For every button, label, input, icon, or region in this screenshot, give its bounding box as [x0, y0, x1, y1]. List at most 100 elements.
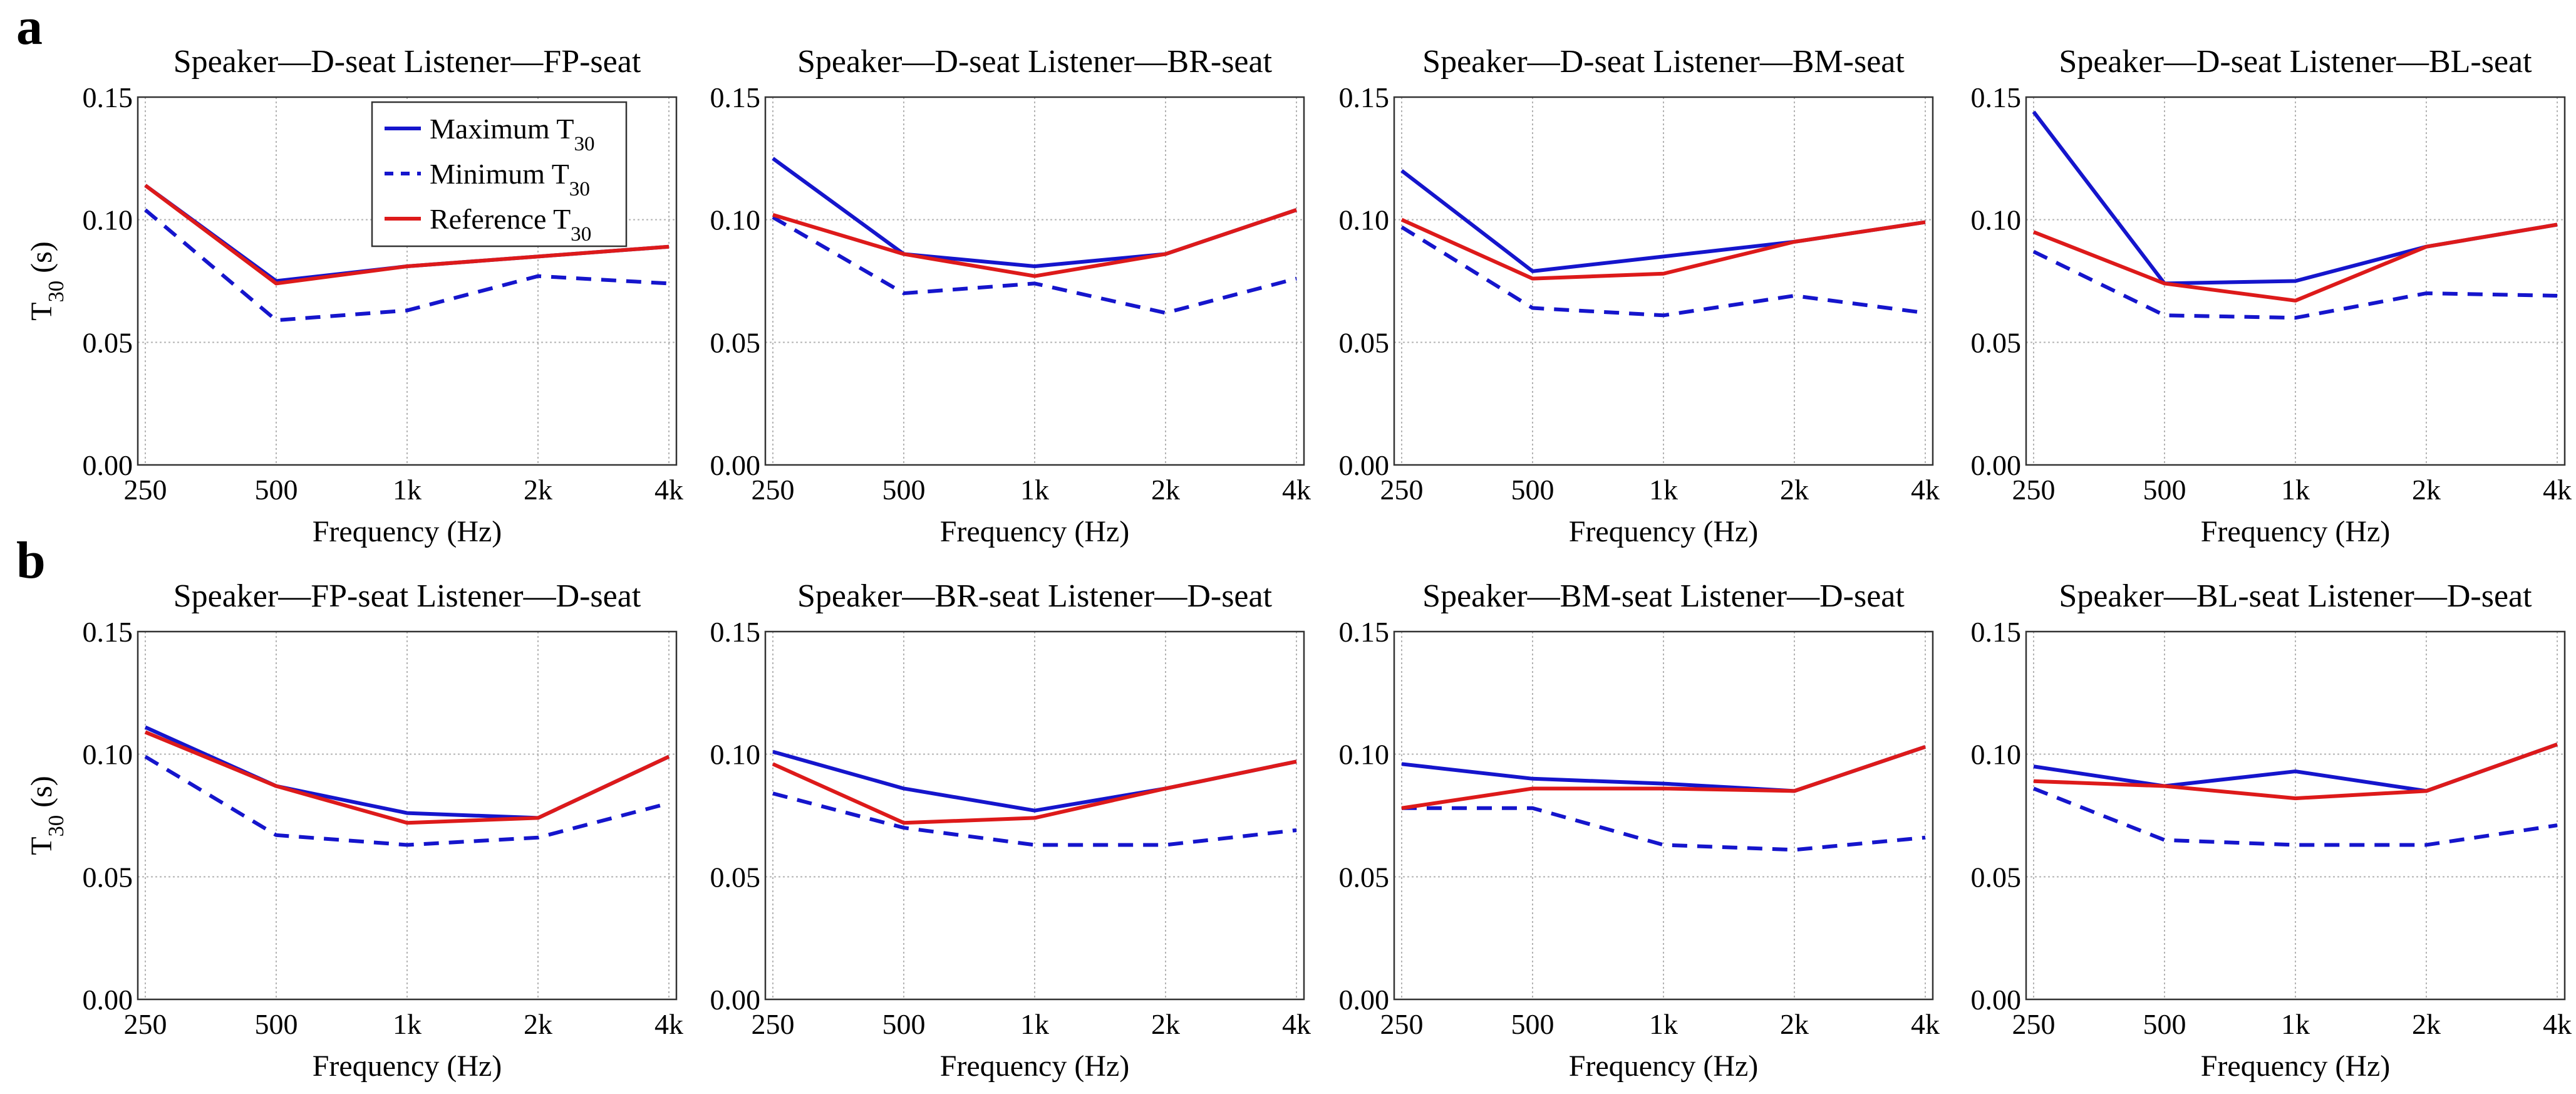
x-tick-label: 4k	[654, 1008, 683, 1040]
series-line-reference	[1400, 217, 1926, 281]
x-tick-label: 4k	[1282, 1008, 1311, 1040]
x-axis-label: Frequency (Hz)	[313, 1050, 502, 1083]
y-tick-label: 0.10	[710, 739, 761, 771]
y-tick-label: 0.00	[83, 449, 133, 481]
y-tick-label: 0.15	[710, 81, 761, 113]
series-line-reference	[144, 184, 670, 286]
chart-0-1: 0.00 0.05 0.10 0.15 250 500 1k 2k 4k Frequency (H…	[710, 44, 1311, 548]
x-tick-label: 250	[1380, 474, 1424, 506]
plot-frame	[2025, 96, 2566, 466]
x-tick-label: 4k	[1911, 1008, 1940, 1040]
x-tick-label: 2k	[1780, 474, 1809, 506]
x-tick-label: 1k	[1649, 1008, 1678, 1040]
plot-frame	[1393, 630, 1934, 1001]
x-tick-label: 4k	[2543, 474, 2572, 506]
legend-box	[371, 101, 628, 247]
series-line-minimum	[144, 755, 670, 847]
y-tick-label: 0.05	[83, 861, 133, 893]
x-tick-label: 1k	[393, 474, 422, 506]
y-tick-label: 0.10	[83, 739, 133, 771]
x-tick-label: 1k	[1020, 1008, 1049, 1040]
series-line-reference	[772, 759, 1297, 825]
series-line-reference	[2032, 222, 2558, 303]
y-tick-label: 0.15	[1339, 616, 1390, 648]
y-tick-label: 0.00	[1971, 984, 2022, 1016]
series-line-minimum	[772, 216, 1297, 315]
x-axis-label: Frequency (Hz)	[1569, 1050, 1759, 1083]
y-tick-label: 0.05	[83, 326, 133, 358]
y-tick-label: 0.10	[1339, 739, 1390, 771]
y-tick-label: 0.00	[1339, 449, 1390, 481]
x-tick-label: 1k	[1649, 474, 1678, 506]
y-tick-label: 0.05	[1971, 326, 2022, 358]
y-tick-label: 0.05	[1339, 861, 1390, 893]
x-tick-label: 500	[2143, 474, 2186, 506]
y-tick-label: 0.15	[1339, 81, 1390, 113]
y-tick-label: 0.00	[1339, 984, 1390, 1016]
y-tick-label: 0.00	[710, 984, 761, 1016]
chart-1-3: 0.00 0.05 0.10 0.15 250 500 1k 2k 4k Frequency (H…	[1971, 578, 2572, 1083]
chart-1-2: 0.00 0.05 0.10 0.15 250 500 1k 2k 4k Frequency (H…	[1339, 578, 1940, 1083]
series-line-minimum	[144, 208, 670, 323]
plot-frame	[1393, 96, 1934, 466]
y-tick-label: 0.10	[83, 204, 133, 236]
x-tick-label: 1k	[2281, 1008, 2310, 1040]
chart-title: Speaker—D-seat Listener—FP-seat	[173, 44, 641, 80]
x-tick-label: 250	[124, 474, 167, 506]
x-tick-label: 250	[752, 474, 795, 506]
x-tick-label: 2k	[2412, 474, 2441, 506]
chart-0-3: 0.00 0.05 0.10 0.15 250 500 1k 2k 4k Frequency (H…	[1971, 44, 2572, 548]
y-tick-label: 0.00	[83, 984, 133, 1016]
series-line-minimum	[1402, 806, 1926, 852]
x-tick-label: 250	[2012, 474, 2056, 506]
x-tick-label: 4k	[1282, 474, 1311, 506]
y-tick-label: 0.15	[710, 616, 761, 648]
x-tick-label: 4k	[1911, 474, 1940, 506]
series-line-minimum	[2032, 249, 2558, 320]
y-tick-label: 0.05	[1971, 861, 2022, 893]
y-tick-label: 0.05	[710, 861, 761, 893]
series-line-reference	[144, 730, 670, 825]
x-axis-label: Frequency (Hz)	[1569, 515, 1759, 548]
x-tick-label: 500	[1511, 474, 1554, 506]
x-tick-label: 250	[2012, 1008, 2056, 1040]
x-tick-label: 1k	[1020, 474, 1049, 506]
x-tick-label: 250	[752, 1008, 795, 1040]
x-tick-label: 2k	[1151, 1008, 1180, 1040]
chart-title: Speaker—D-seat Listener—BR-seat	[797, 44, 1273, 80]
x-tick-label: 500	[2143, 1008, 2186, 1040]
legend-entry-label: Maximum T30	[430, 113, 595, 155]
chart-title: Speaker—BM-seat Listener—D-seat	[1422, 578, 1905, 614]
plot-frame	[137, 630, 678, 1001]
x-tick-label: 500	[255, 474, 298, 506]
y-tick-label: 0.15	[1971, 616, 2022, 648]
x-axis-label: Frequency (Hz)	[940, 1050, 1130, 1083]
plot-frame	[2025, 630, 2566, 1001]
x-tick-label: 2k	[1151, 474, 1180, 506]
chart-0-2: 0.00 0.05 0.10 0.15 250 500 1k 2k 4k Frequency (H…	[1339, 44, 1940, 548]
y-tick-label: 0.00	[1971, 449, 2022, 481]
panel-label-b: b	[16, 531, 46, 590]
series-line-minimum	[1400, 225, 1926, 318]
y-tick-label: 0.10	[710, 204, 761, 236]
x-tick-label: 500	[882, 1008, 926, 1040]
y-axis-label: T30 (s)	[25, 776, 68, 855]
y-tick-label: 0.15	[83, 81, 133, 113]
x-tick-label: 500	[1511, 1008, 1554, 1040]
series-line-reference	[1401, 745, 1926, 810]
x-tick-label: 2k	[524, 1008, 552, 1040]
x-axis-label: Frequency (Hz)	[2201, 515, 2391, 548]
chart-title: Speaker—BR-seat Listener—D-seat	[797, 578, 1273, 614]
y-tick-label: 0.05	[710, 326, 761, 358]
y-tick-label: 0.10	[1971, 739, 2022, 771]
y-tick-label: 0.10	[1971, 204, 2022, 236]
x-tick-label: 500	[882, 474, 926, 506]
y-axis-label: T30 (s)	[25, 241, 68, 321]
x-tick-label: 500	[255, 1008, 298, 1040]
chart-0-0: 0.00 0.05 0.10 0.15 250 500 1k 2k 4k Frequency (H…	[25, 44, 683, 548]
plot-frame	[764, 630, 1305, 1001]
x-tick-label: 1k	[2281, 474, 2310, 506]
x-axis-label: Frequency (Hz)	[940, 515, 1130, 548]
